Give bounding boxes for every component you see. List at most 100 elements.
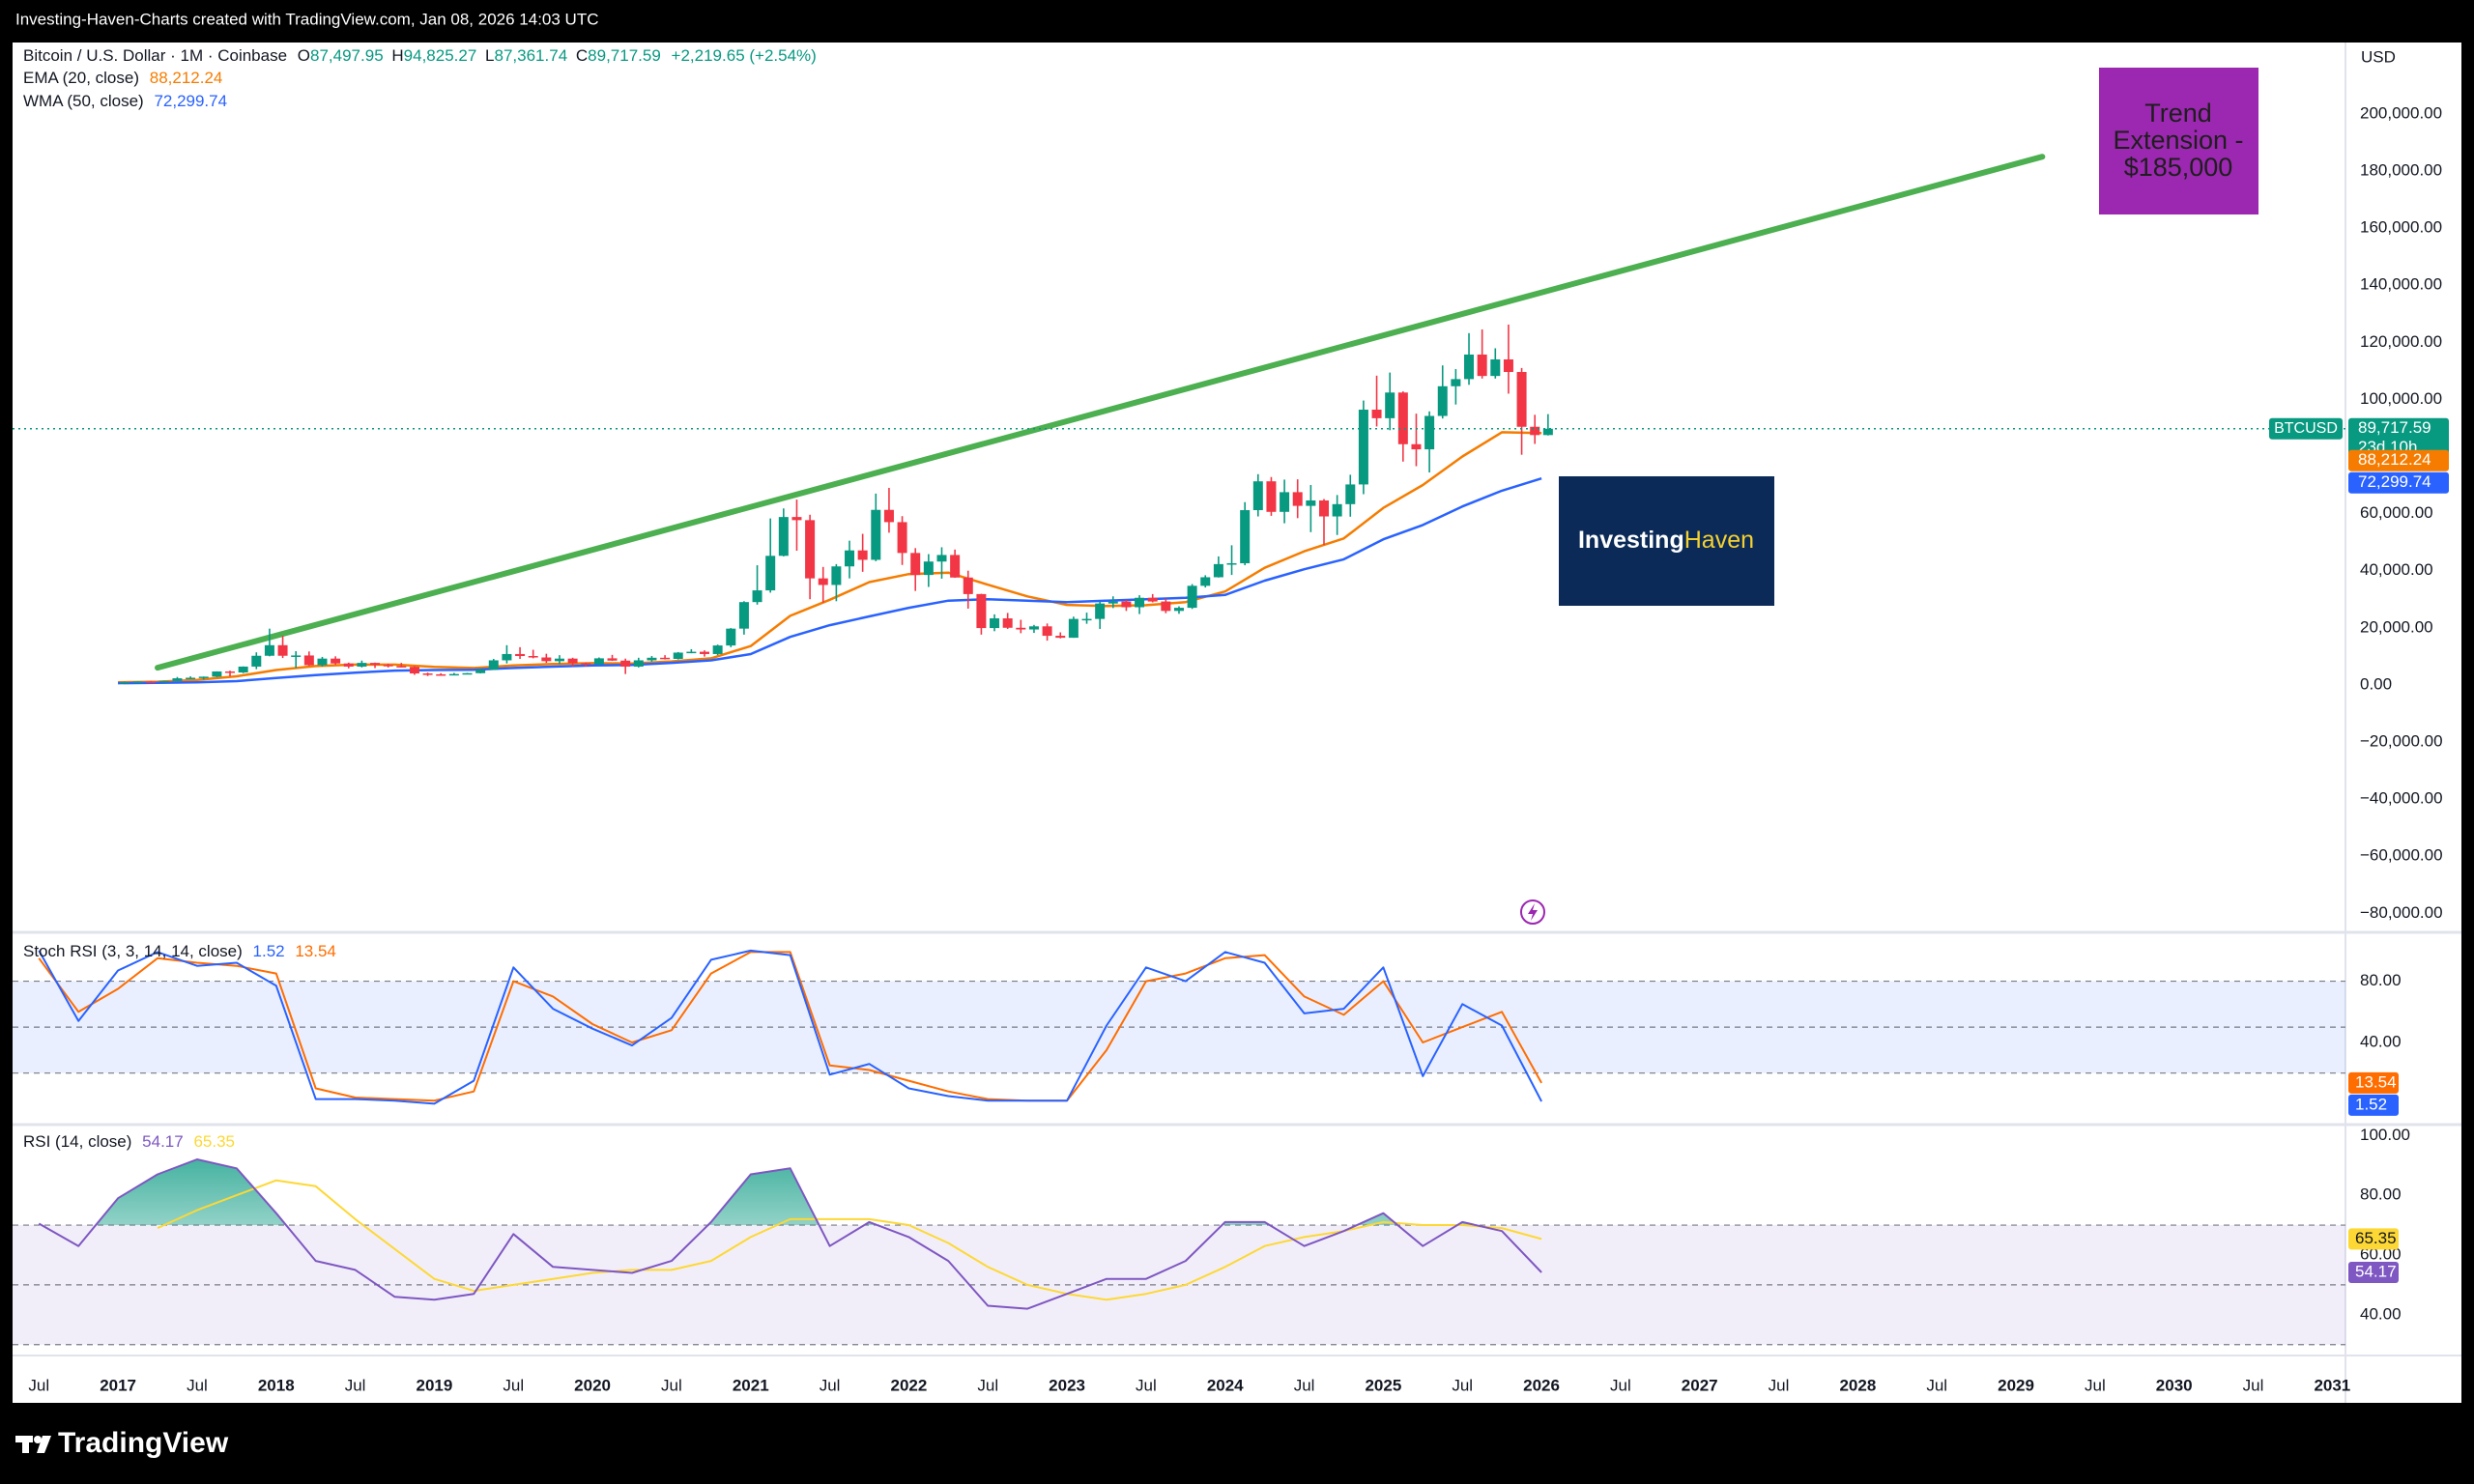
candle-body [726, 628, 736, 646]
x-tick-label: 2025 [1365, 1376, 1401, 1394]
legend-value: 88,212.24 [150, 69, 223, 87]
candle-body [251, 655, 262, 667]
candle-body [883, 509, 894, 523]
overbought-fill [39, 1159, 1477, 1226]
candle-body [1068, 618, 1079, 639]
candle-body [1319, 499, 1330, 517]
candle-body [633, 660, 644, 667]
candle-body [475, 670, 486, 673]
legend-name: EMA (20, close) [23, 69, 139, 87]
x-tick-label: Jul [820, 1376, 841, 1394]
logo-box [1559, 476, 1774, 606]
x-tick-label: 2027 [1682, 1376, 1718, 1394]
candle-body [528, 656, 538, 658]
candle-body [1252, 481, 1263, 511]
x-tick-label: 2020 [574, 1376, 611, 1394]
x-tick-label: Jul [28, 1376, 49, 1394]
x-tick-label: Jul [1926, 1376, 1947, 1394]
candle-body [673, 652, 683, 659]
candle-body [225, 671, 236, 673]
candle-body [554, 658, 564, 662]
x-tick-label: Jul [1610, 1376, 1631, 1394]
candle-body [699, 651, 709, 654]
legend-name: WMA (50, close) [23, 92, 144, 110]
candle-body [1081, 618, 1092, 621]
candle-body [198, 676, 209, 678]
candle-body [818, 578, 828, 585]
logo-part: Investing [1578, 527, 1684, 554]
value-tag-text: 72,299.74 [2358, 472, 2431, 491]
candle-body [264, 644, 274, 656]
y-tick-label: 20,000.00 [2360, 617, 2433, 636]
symbol-title: Bitcoin / U.S. Dollar · 1M · Coinbase [23, 46, 287, 65]
candle-body [291, 655, 302, 657]
y-tick-label: 40.00 [2360, 1032, 2402, 1050]
candle-body [172, 678, 183, 681]
x-tick-label: 2023 [1049, 1376, 1085, 1394]
candle-body [831, 566, 842, 585]
symbol-tag [2269, 417, 2343, 440]
y-tick-label: 120,000.00 [2360, 332, 2442, 351]
candle-body [1187, 585, 1197, 609]
pane [13, 1158, 2345, 1346]
candle-body [1345, 484, 1356, 504]
candle-body [923, 561, 934, 576]
chart-area [13, 43, 2461, 1403]
pane [13, 154, 2345, 685]
legend-name: RSI (14, close) [23, 1132, 131, 1151]
ohlc-value: 89,717.59 [588, 46, 661, 65]
candle-body [686, 651, 697, 654]
candle-body [383, 665, 393, 667]
candle-body [1332, 503, 1342, 517]
candle-body [976, 593, 987, 629]
value-tag [2348, 1094, 2399, 1116]
candle-body [515, 653, 526, 657]
candle-body [502, 653, 512, 661]
candle-body [1516, 372, 1527, 427]
candle-body [462, 672, 473, 675]
band-fill [13, 981, 2345, 1073]
y-tick-label: 40.00 [2360, 1304, 2402, 1323]
candle-body [1213, 563, 1223, 578]
candle-body [212, 671, 222, 677]
x-tick-label: 2024 [1207, 1376, 1244, 1394]
candle-body [541, 657, 552, 662]
candle-body [422, 673, 433, 675]
candle-body [871, 509, 881, 560]
candle-body [1028, 626, 1039, 630]
candle-body [488, 660, 499, 671]
y-tick-label: 100,000.00 [2360, 389, 2442, 408]
candle-body [277, 644, 288, 656]
y-tick-label: 40,000.00 [2360, 560, 2433, 579]
candle-body [158, 680, 169, 683]
ohlc-value: 87,361.74 [495, 46, 568, 65]
value-tag [2348, 1071, 2399, 1094]
indicator-line [38, 949, 1542, 1105]
x-tick-label: 2030 [2156, 1376, 2193, 1394]
x-tick-label: Jul [1294, 1376, 1315, 1394]
x-tick-label: Jul [2243, 1376, 2264, 1394]
candle-body [990, 618, 1000, 629]
currency-label: USD [2361, 47, 2396, 66]
candle-body [186, 677, 196, 679]
legend-value: 13.54 [295, 942, 336, 960]
candle-body [778, 517, 789, 556]
x-tick-label: 2026 [1523, 1376, 1560, 1394]
stoch-legend: Stoch RSI (3, 3, 14, 14, close) 1.52 13.… [23, 942, 336, 960]
candle-body [593, 658, 604, 665]
footer-brand: TradingView [58, 1427, 229, 1459]
footer-logo [15, 1436, 51, 1453]
overlay-line [118, 477, 1542, 685]
candle-body [765, 556, 776, 591]
candle-body [791, 517, 802, 521]
candle-body [1266, 481, 1277, 512]
candle-body [607, 658, 618, 661]
x-tick-label: Jul [1136, 1376, 1157, 1394]
candle-body [370, 663, 381, 666]
candle-body [1002, 618, 1013, 628]
ema-legend: EMA (20, close) 88,212.24 [23, 69, 222, 87]
candle-body [857, 550, 868, 560]
change: +2,219.65 (+2.54%) [672, 46, 817, 65]
candle-body [620, 660, 631, 667]
